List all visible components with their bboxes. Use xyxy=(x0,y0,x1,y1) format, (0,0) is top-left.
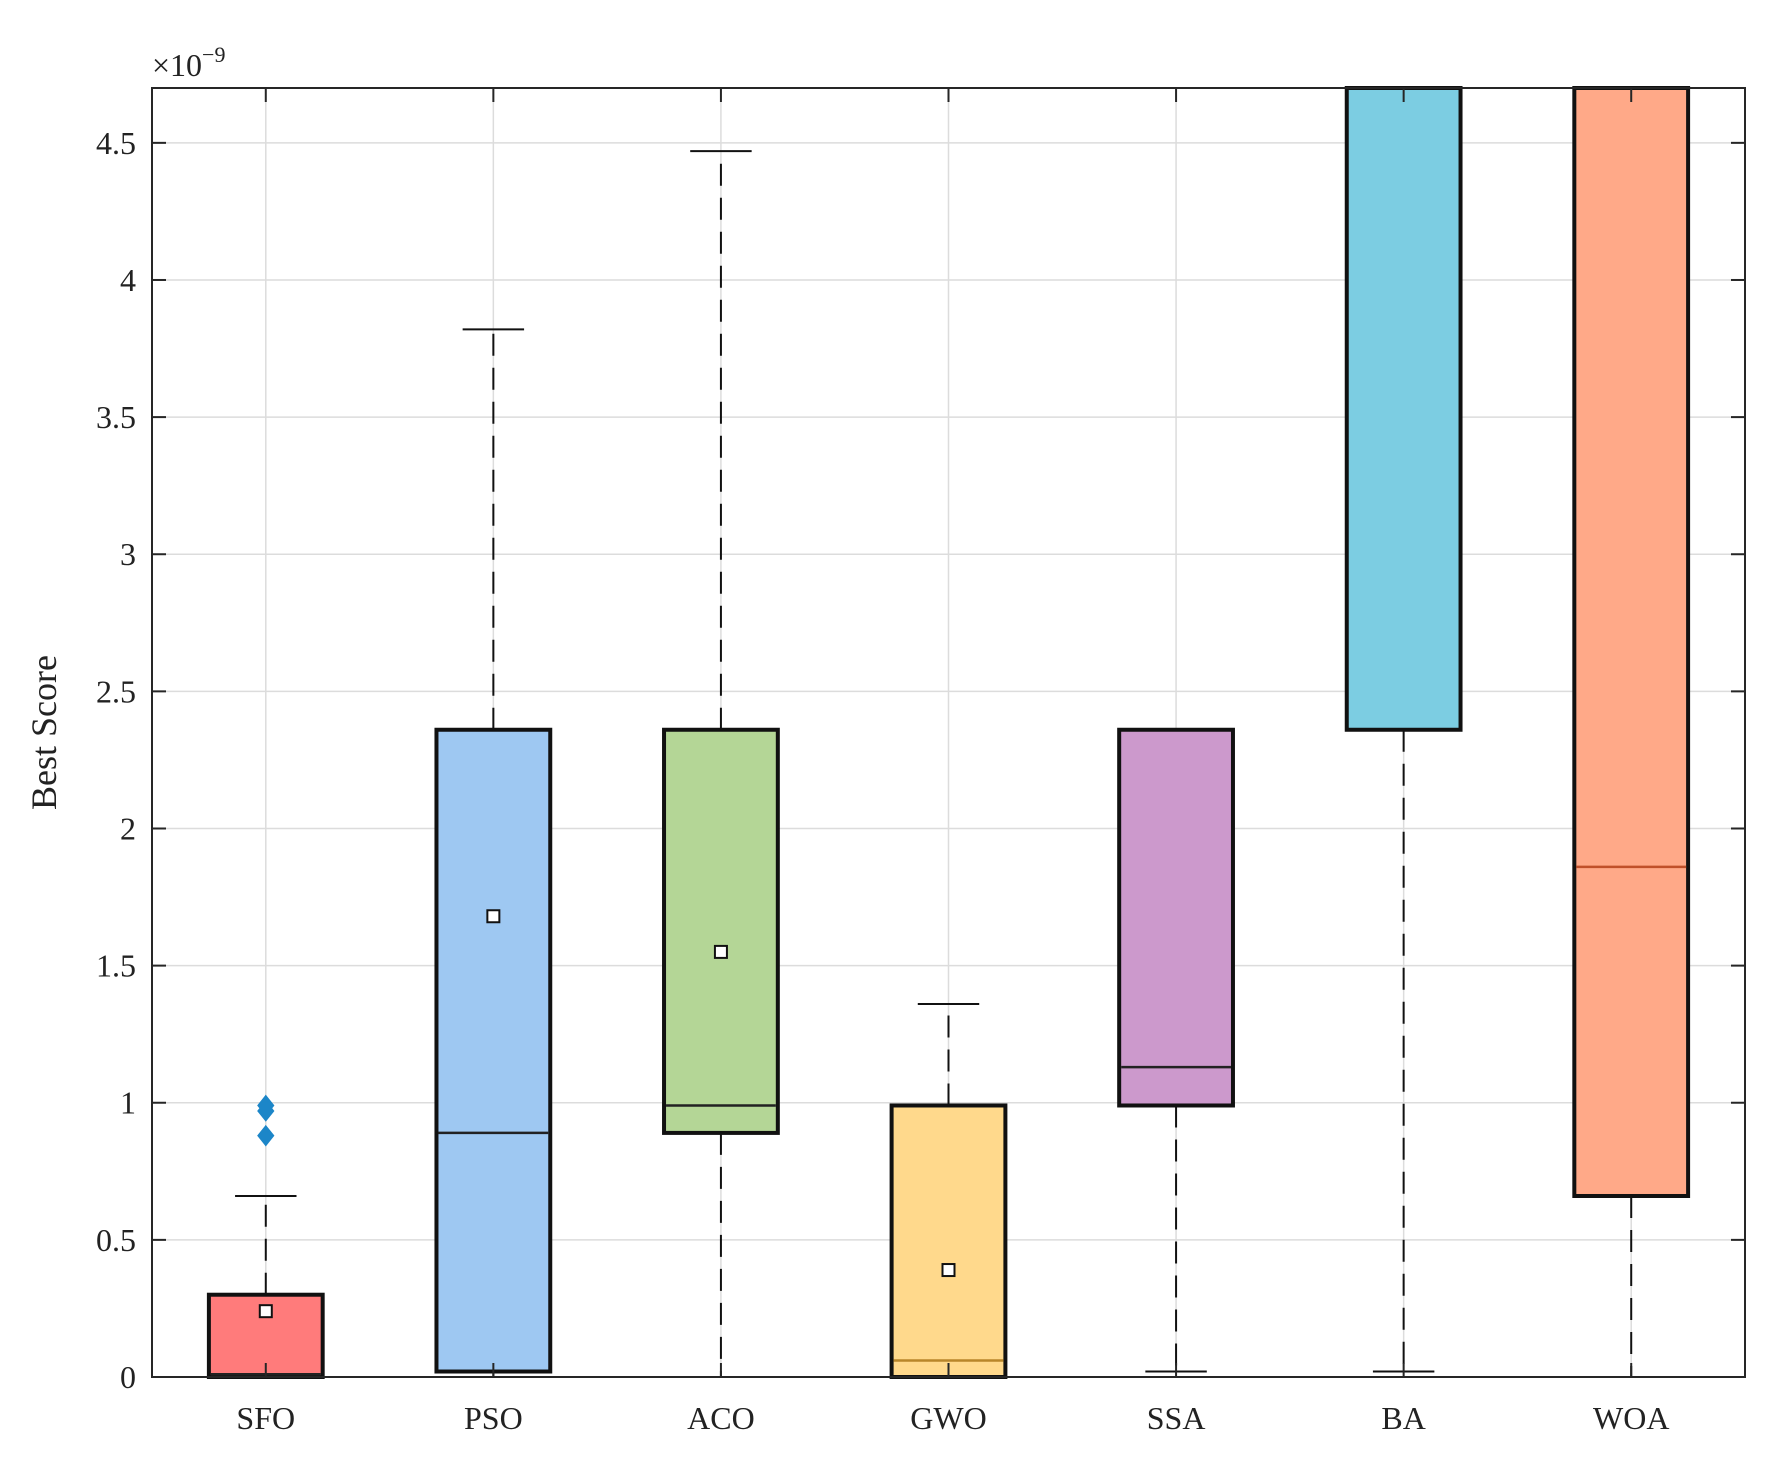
y-tick-label: 2 xyxy=(120,810,136,846)
y-tick-label: 1.5 xyxy=(96,948,136,984)
boxes xyxy=(206,86,1691,1379)
y-tick-label: 4.5 xyxy=(96,125,136,161)
box-ssa xyxy=(1117,727,1235,1373)
y-tick-label: 2.5 xyxy=(96,673,136,709)
y-axis-multiplier: ×10−9 xyxy=(152,42,225,83)
box-pso xyxy=(434,328,553,1378)
box-body xyxy=(1117,727,1235,1108)
tick-labels: 0 0.5 1 1.5 2 2.5 3 3.5 4 4.5 SFO PSO ACO GWO SSA BA WOA xyxy=(96,125,1669,1436)
y-axis-multiplier-base: ×10 xyxy=(152,47,202,83)
x-tick-label: ACO xyxy=(687,1400,755,1436)
y-tick-label: 1 xyxy=(120,1085,136,1121)
x-tick-label: SSA xyxy=(1147,1400,1206,1436)
mean-marker xyxy=(941,1263,956,1278)
box-gwo xyxy=(889,1003,1008,1379)
box-body xyxy=(434,727,553,1374)
box-aco xyxy=(662,150,780,1378)
y-tick-label: 0 xyxy=(120,1359,136,1395)
y-tick-label: 3 xyxy=(120,536,136,572)
tick-marks xyxy=(152,88,1745,1378)
box-ba xyxy=(1344,86,1463,1373)
box-body xyxy=(1344,86,1463,732)
y-axis-multiplier-exponent: −9 xyxy=(202,42,225,67)
y-tick-label: 3.5 xyxy=(96,399,136,435)
box-woa xyxy=(1572,86,1691,1378)
box-body xyxy=(889,1103,1008,1379)
x-tick-label: WOA xyxy=(1593,1400,1669,1436)
box-body xyxy=(662,727,780,1135)
y-axis-title: Best Score xyxy=(24,655,64,810)
box-body xyxy=(1572,86,1691,1198)
mean-marker xyxy=(258,1304,273,1319)
outlier-marker xyxy=(257,1094,275,1117)
mean-marker xyxy=(486,909,501,924)
x-tick-label: GWO xyxy=(910,1400,986,1436)
x-tick-label: BA xyxy=(1381,1400,1425,1436)
y-tick-label: 0.5 xyxy=(96,1222,136,1258)
y-tick-label: 4 xyxy=(120,262,136,298)
mean-marker xyxy=(713,944,728,959)
x-tick-label: SFO xyxy=(236,1400,295,1436)
x-tick-label: PSO xyxy=(464,1400,523,1436)
outlier-marker xyxy=(257,1124,275,1147)
